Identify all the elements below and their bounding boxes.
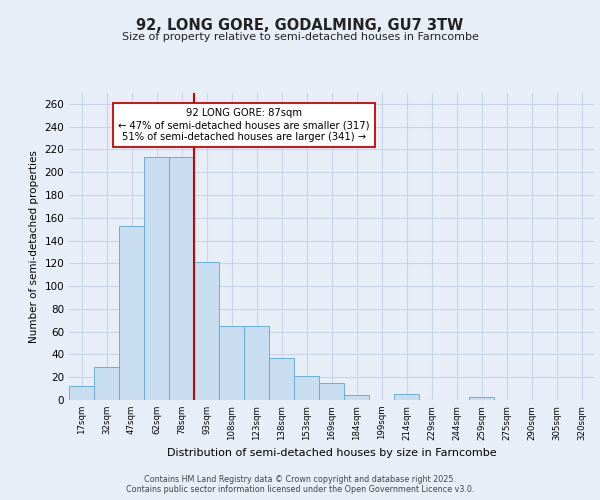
Bar <box>219 326 244 400</box>
Text: Size of property relative to semi-detached houses in Farncombe: Size of property relative to semi-detach… <box>122 32 478 42</box>
Y-axis label: Number of semi-detached properties: Number of semi-detached properties <box>29 150 39 342</box>
Bar <box>69 386 94 400</box>
Bar <box>94 367 119 400</box>
Text: 92 LONG GORE: 87sqm
← 47% of semi-detached houses are smaller (317)
51% of semi-: 92 LONG GORE: 87sqm ← 47% of semi-detach… <box>118 108 370 142</box>
Bar <box>344 396 369 400</box>
Bar <box>294 376 319 400</box>
X-axis label: Distribution of semi-detached houses by size in Farncombe: Distribution of semi-detached houses by … <box>167 448 496 458</box>
Bar <box>244 326 269 400</box>
Bar <box>119 226 144 400</box>
Bar <box>394 394 419 400</box>
Text: Contains HM Land Registry data © Crown copyright and database right 2025.
Contai: Contains HM Land Registry data © Crown c… <box>126 474 474 494</box>
Bar <box>469 396 494 400</box>
Text: 92, LONG GORE, GODALMING, GU7 3TW: 92, LONG GORE, GODALMING, GU7 3TW <box>136 18 464 32</box>
Bar <box>169 158 194 400</box>
Bar <box>144 158 169 400</box>
Bar <box>269 358 294 400</box>
Bar <box>319 383 344 400</box>
Bar <box>194 262 219 400</box>
